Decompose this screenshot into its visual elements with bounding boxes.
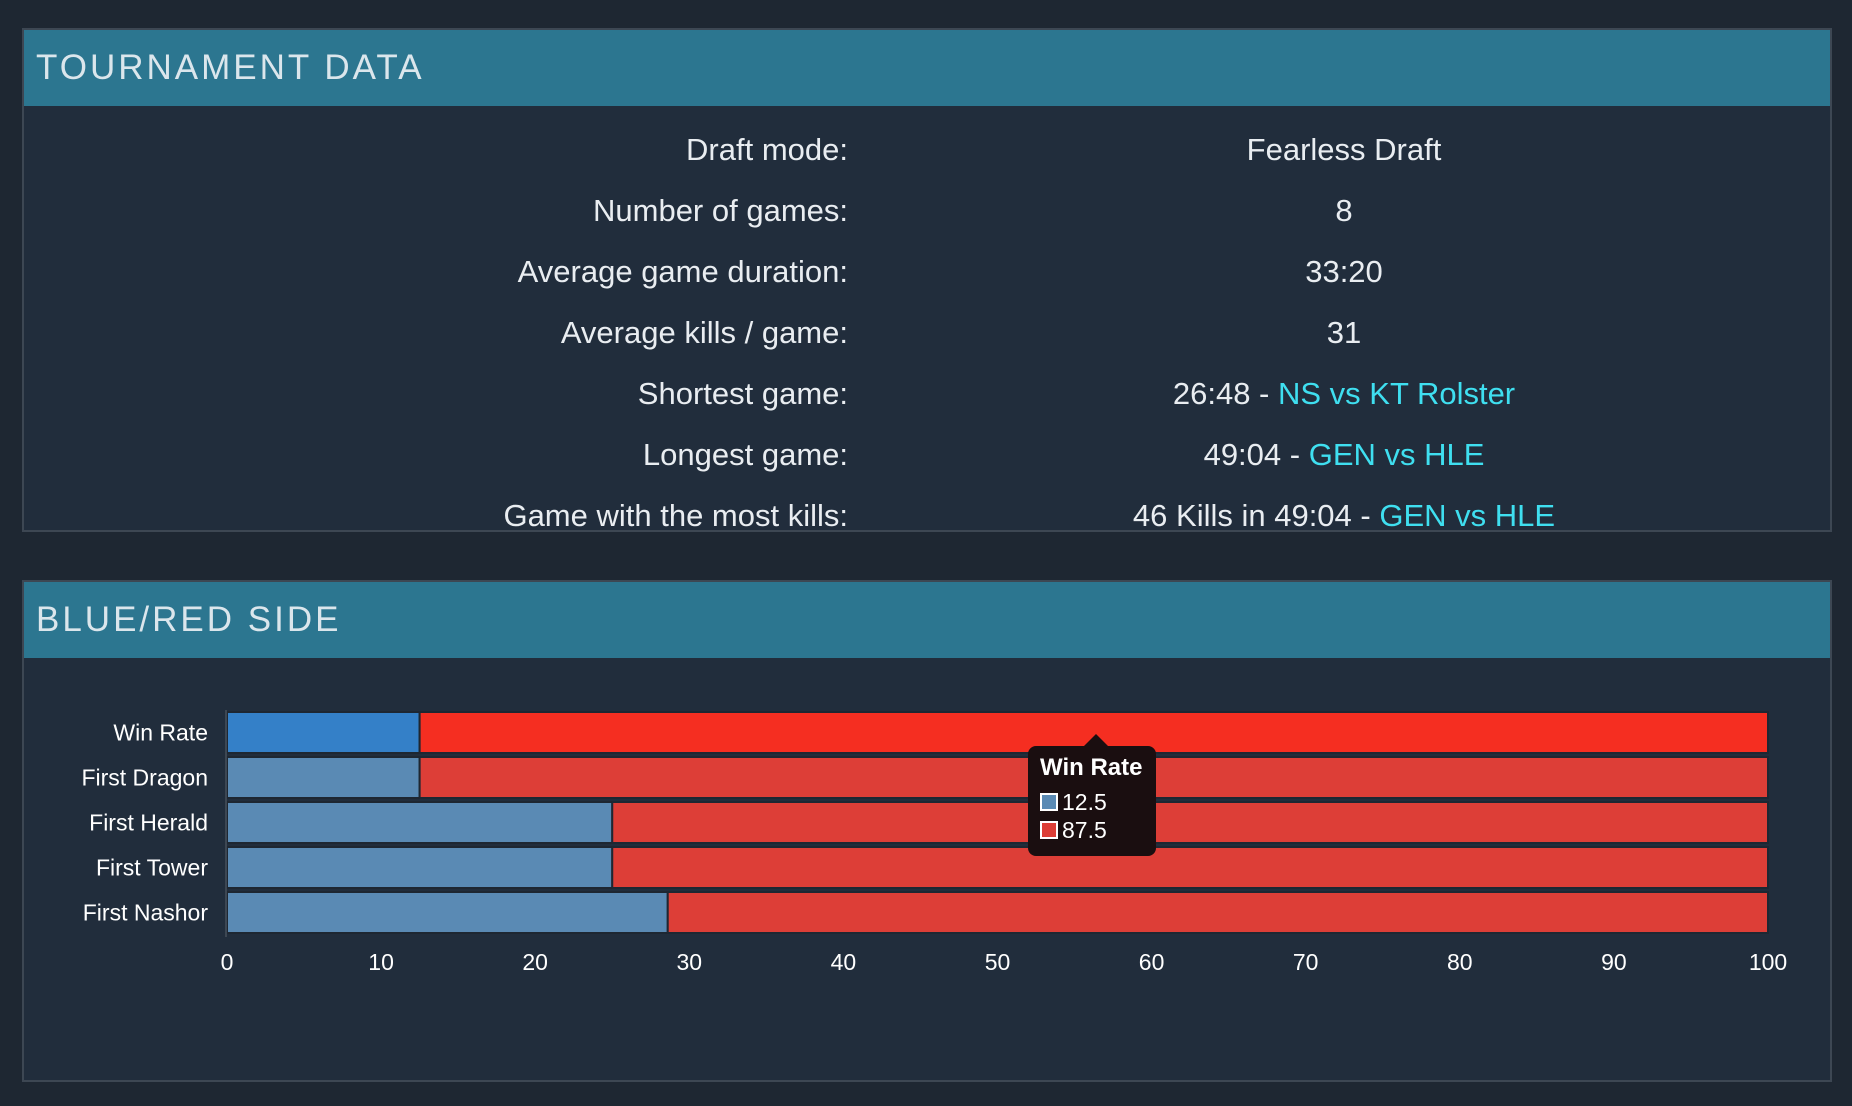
x-tick-label: 40 — [831, 949, 857, 975]
tooltip-row-blue: 12.5 — [1040, 788, 1156, 816]
blue-red-side-header: BLUE/RED SIDE — [24, 582, 1830, 658]
stat-label: Draft mode: — [686, 132, 848, 167]
match-link[interactable]: GEN vs HLE — [1308, 437, 1485, 472]
stat-row-number-of-games: Number of games: 8 — [24, 179, 1830, 240]
x-tick-label: 60 — [1139, 949, 1165, 975]
x-tick-label: 0 — [221, 949, 234, 975]
stat-label: Longest game: — [642, 437, 848, 472]
tournament-data-panel: TOURNAMENT DATA Draft mode: Fearless Dra… — [22, 28, 1832, 533]
bar-red-first-nashor[interactable] — [666, 891, 1770, 934]
tooltip-blue-value: 12.5 — [1062, 788, 1107, 815]
stat-label: Game with the most kills: — [503, 498, 848, 533]
bar-red-first-herald[interactable] — [611, 801, 1769, 844]
stat-value: Fearless Draft — [1247, 132, 1442, 168]
stat-value: 26:48 - NS vs KT Rolster — [1173, 376, 1515, 412]
stat-row-average-duration: Average game duration: 33:20 — [24, 240, 1830, 301]
side-stats-chart: Win Rate First Dragon First Herald First To… — [81, 710, 1787, 975]
x-tick-label: 80 — [1447, 949, 1473, 975]
x-tick-label: 100 — [1749, 949, 1787, 975]
category-label: First Herald — [89, 810, 208, 836]
bar-blue-first-herald[interactable] — [226, 801, 614, 844]
x-tick-label: 50 — [985, 949, 1011, 975]
stat-value-text: 46 Kills in 49:04 - — [1132, 498, 1380, 533]
stat-value: 33:20 — [1305, 254, 1383, 290]
x-tick-label: 90 — [1601, 949, 1627, 975]
bar-blue-win-rate[interactable] — [226, 711, 421, 754]
x-tick-label: 10 — [368, 949, 394, 975]
stat-label: Shortest game: — [637, 376, 848, 411]
x-tick-label: 30 — [677, 949, 703, 975]
tooltip-red-value: 87.5 — [1062, 816, 1107, 843]
stat-label: Number of games: — [593, 193, 848, 228]
tooltip-title: Win Rate — [1040, 754, 1143, 781]
tournament-data-header: TOURNAMENT DATA — [24, 30, 1830, 106]
x-tick-label: 70 — [1293, 949, 1319, 975]
stat-value-text: 8 — [1335, 193, 1353, 228]
category-label: Win Rate — [113, 720, 208, 746]
stat-row-average-kills: Average kills / game: 31 — [24, 301, 1830, 362]
stat-value: 49:04 - GEN vs HLE — [1204, 437, 1485, 473]
category-label: First Nashor — [83, 900, 209, 926]
stat-label: Average kills / game: — [560, 315, 848, 350]
stat-value: 46 Kills in 49:04 - GEN vs HLE — [1133, 498, 1555, 534]
tooltip-row-red: 87.5 — [1040, 816, 1156, 844]
blue-swatch — [1040, 793, 1058, 811]
match-link[interactable]: NS vs KT Rolster — [1277, 376, 1516, 411]
stat-value-text: 26:48 - — [1172, 376, 1278, 411]
stat-value-text: 33:20 — [1305, 254, 1383, 289]
x-tick-label: 20 — [522, 949, 548, 975]
stat-value: 8 — [1335, 193, 1352, 229]
stat-value-text: 49:04 - — [1203, 437, 1309, 472]
stat-row-shortest-game: Shortest game: 26:48 - NS vs KT Rolster — [24, 362, 1830, 423]
blue-red-side-panel: BLUE/RED SIDE Win Rate First Dragon First … — [22, 580, 1832, 1082]
tournament-stats-table: Draft mode: Fearless Draft Number of gam… — [24, 118, 1830, 545]
bar-blue-first-nashor[interactable] — [226, 891, 669, 934]
stat-row-longest-game: Longest game: 49:04 - GEN vs HLE — [24, 423, 1830, 484]
match-link[interactable]: GEN vs HLE — [1379, 498, 1556, 533]
chart-tooltip: Win Rate 12.5 87.5 — [1028, 734, 1156, 856]
category-label: First Tower — [96, 855, 208, 881]
category-label: First Dragon — [81, 765, 208, 791]
stat-value: 31 — [1327, 315, 1361, 351]
stat-value-text: Fearless Draft — [1246, 132, 1442, 167]
bar-red-first-tower[interactable] — [611, 846, 1769, 889]
stat-value-text: 31 — [1326, 315, 1362, 350]
stat-label: Average game duration: — [517, 254, 848, 289]
stat-row-most-kills: Game with the most kills: 46 Kills in 49… — [24, 484, 1830, 545]
bar-blue-first-tower[interactable] — [226, 846, 614, 889]
bar-blue-first-dragon[interactable] — [226, 756, 421, 799]
stat-row-draft-mode: Draft mode: Fearless Draft — [24, 118, 1830, 179]
red-swatch — [1040, 821, 1058, 839]
